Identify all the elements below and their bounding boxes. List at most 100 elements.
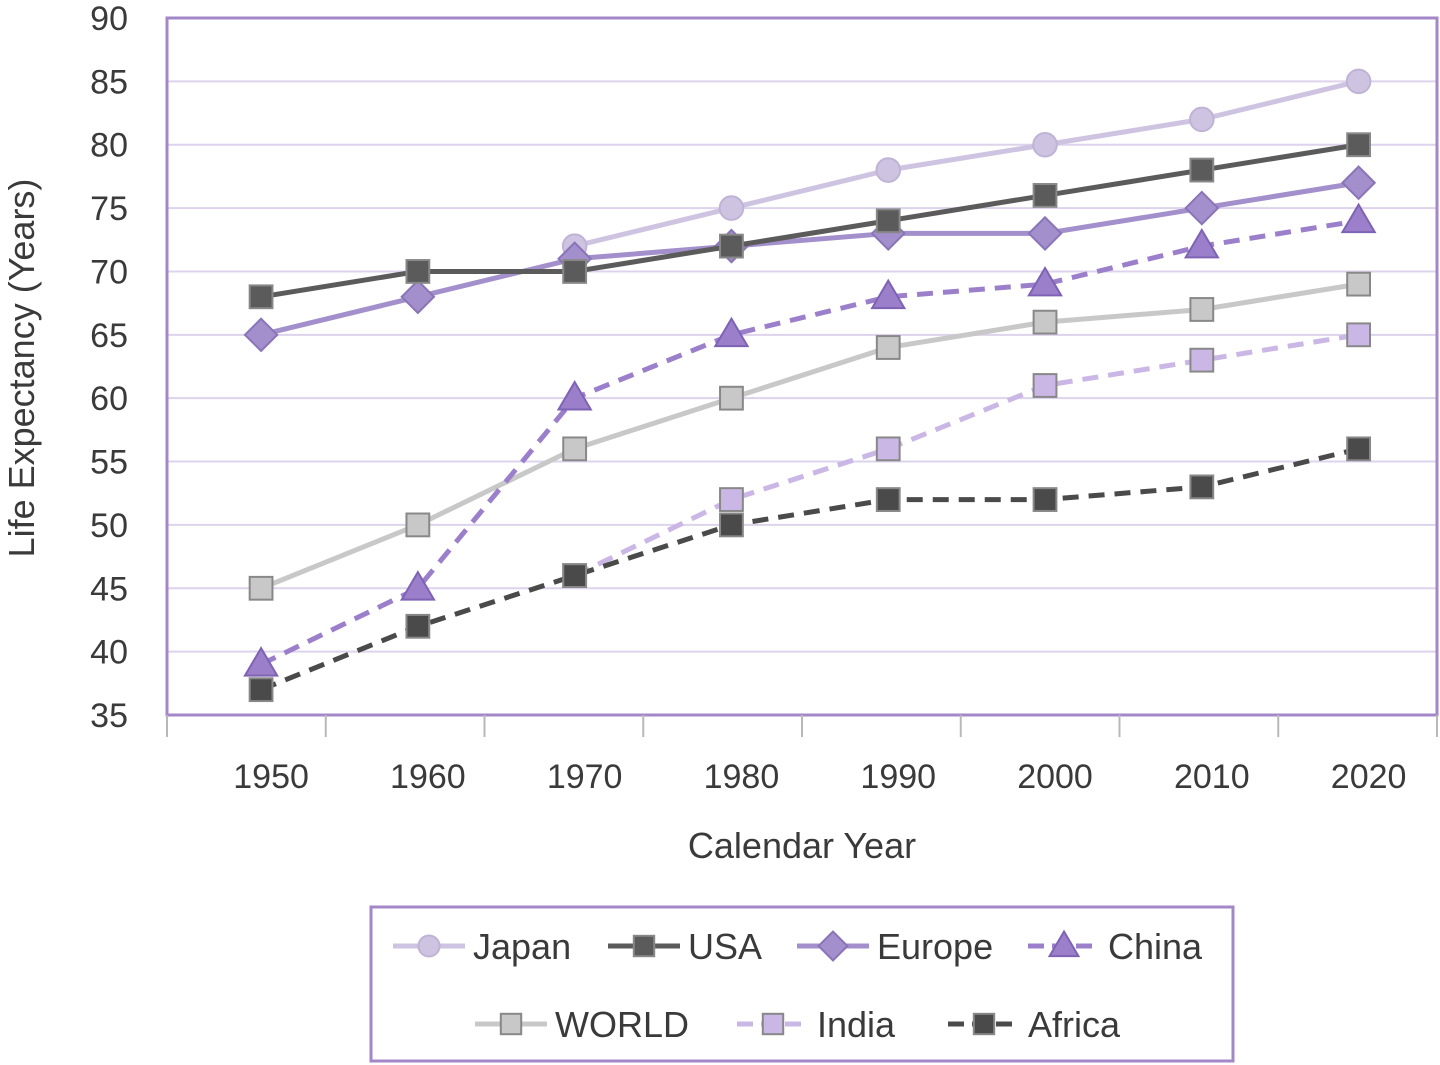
y-tick-label: 75	[90, 190, 128, 228]
data-point-japan	[1032, 131, 1058, 158]
x-tick-label: 1980	[704, 758, 780, 796]
legend: Japan USA Europe China WORLD India Africa	[369, 905, 1235, 1063]
y-tick-label: 70	[90, 253, 128, 291]
data-point-china	[713, 316, 750, 348]
series-line-world	[260, 281, 1360, 591]
y-tick-label: 90	[90, 0, 128, 38]
data-point-usa	[1189, 157, 1215, 183]
legend-item-europe: Europe	[797, 926, 993, 967]
y-axis: 35 40 45 50 55 60 65 70 75 80 85 90	[90, 0, 128, 735]
data-point-india	[875, 436, 901, 462]
data-point-usa	[405, 259, 431, 284]
data-point-china	[1027, 266, 1063, 297]
x-tick-label: 1990	[860, 758, 936, 796]
legend-swatch-marker	[1047, 929, 1081, 958]
legend-swatch-marker	[972, 1012, 996, 1036]
data-point-china	[1183, 227, 1220, 259]
legend-label: China	[1108, 926, 1203, 967]
series-line-india	[573, 332, 1360, 578]
series-lines	[243, 68, 1377, 703]
data-point-africa	[248, 677, 274, 703]
data-point-world	[1189, 297, 1215, 322]
data-point-europe	[400, 279, 436, 315]
y-tick-label: 50	[90, 507, 128, 545]
data-point-world	[405, 512, 431, 538]
legend-swatch-marker	[761, 1012, 785, 1036]
data-point-usa	[719, 233, 744, 259]
legend-label: Japan	[473, 926, 571, 967]
data-point-india	[1032, 373, 1058, 398]
data-point-japan	[718, 195, 745, 221]
series-china	[243, 202, 1377, 677]
y-axis-title: Life Expectancy (Years)	[1, 179, 42, 558]
data-point-europe	[243, 317, 279, 353]
data-point-world	[1032, 309, 1058, 335]
legend-item-china: China	[1028, 926, 1203, 967]
x-tick-label: 2010	[1174, 758, 1250, 796]
series-line-japan	[574, 78, 1360, 249]
data-point-usa	[875, 208, 901, 234]
legend-swatch-marker	[417, 934, 441, 958]
x-axis: 1950 1960 1970 1980 1990 2000 2010 2020	[166, 715, 1438, 796]
series-africa	[248, 436, 1372, 703]
y-tick-label: 65	[90, 317, 128, 355]
series-line-europe	[260, 180, 1360, 338]
data-point-china	[1340, 202, 1377, 234]
data-point-china	[870, 278, 907, 310]
data-point-world	[875, 335, 901, 360]
data-point-world	[719, 385, 744, 411]
plot-area-frame	[165, 16, 1439, 717]
x-tick-label: 2020	[1331, 758, 1407, 796]
data-point-usa	[1346, 132, 1372, 158]
legend-label: USA	[688, 926, 762, 967]
data-point-china	[556, 380, 593, 411]
data-point-world	[1346, 271, 1372, 297]
data-point-japan	[1345, 68, 1372, 95]
x-tick-label: 1950	[233, 758, 309, 796]
y-tick-label: 55	[90, 444, 128, 482]
data-point-europe	[1027, 215, 1063, 252]
legend-item-usa: USA	[608, 926, 762, 967]
data-point-usa	[1032, 183, 1058, 208]
legend-item-world: WORLD	[475, 1004, 689, 1045]
x-tick-label: 1960	[390, 758, 466, 796]
legend-frame	[369, 905, 1235, 1063]
legend-label: Africa	[1028, 1004, 1121, 1045]
series-japan	[561, 68, 1372, 259]
data-point-china	[243, 646, 279, 677]
data-point-india	[1346, 322, 1372, 348]
legend-items: Japan USA Europe China WORLD India Africa	[393, 926, 1203, 1045]
y-tick-label: 80	[90, 127, 128, 165]
legend-label: India	[817, 1004, 896, 1045]
series-line-usa	[260, 142, 1360, 300]
data-point-africa	[562, 563, 588, 589]
data-point-africa	[1032, 487, 1058, 512]
data-point-africa	[1189, 474, 1215, 500]
y-tick-label: 40	[90, 634, 128, 672]
series-usa	[248, 132, 1372, 310]
series-line-china	[259, 218, 1360, 667]
y-tick-label: 60	[90, 380, 128, 418]
series-line-africa	[260, 446, 1360, 692]
data-point-africa	[1346, 436, 1372, 462]
legend-item-japan: Japan	[393, 926, 571, 967]
x-tick-label: 2000	[1017, 758, 1093, 796]
data-point-africa	[719, 512, 744, 538]
x-tick-label: 1970	[547, 758, 623, 796]
series-world	[248, 271, 1372, 601]
y-tick-label: 85	[90, 63, 128, 101]
data-point-usa	[248, 284, 274, 310]
legend-item-india: India	[737, 1004, 896, 1045]
gridlines	[167, 80, 1437, 653]
legend-swatch-marker	[817, 930, 849, 962]
legend-item-africa: Africa	[948, 1004, 1121, 1045]
legend-label: WORLD	[555, 1004, 689, 1045]
data-point-china	[399, 570, 436, 601]
legend-label: Europe	[877, 926, 993, 967]
legend-swatch-marker	[632, 934, 656, 958]
data-point-japan	[1189, 106, 1215, 133]
data-point-japan	[875, 157, 902, 183]
legend-swatch-marker	[499, 1012, 523, 1036]
x-axis-title: Calendar Year	[688, 825, 916, 866]
